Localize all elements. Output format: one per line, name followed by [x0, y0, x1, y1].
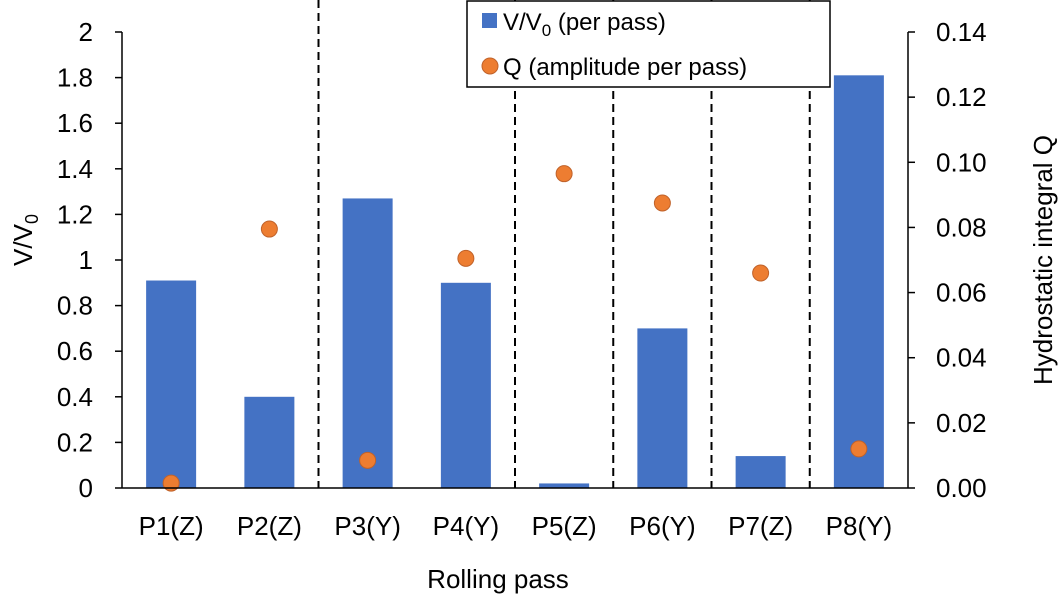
right-tick-label: 0.06	[936, 278, 987, 308]
bar	[735, 456, 786, 488]
right-tick-label: 0.08	[936, 212, 987, 242]
bar	[440, 282, 491, 488]
bar	[637, 328, 688, 488]
right-tick-label: 0.14	[936, 17, 987, 47]
left-tick-label: 0.4	[57, 382, 93, 412]
left-tick-label: 0.6	[57, 336, 93, 366]
x-axis-title: Rolling pass	[427, 564, 569, 594]
scatter-point	[555, 165, 573, 183]
left-tick-label: 0.8	[57, 291, 93, 321]
right-tick-label: 0.02	[936, 408, 987, 438]
x-axis: P1(Z) P2(Z) P3(Y) P4(Y) P5(Z) P6(Y) P7(Z) P8(Y)	[122, 487, 908, 541]
bar	[539, 483, 590, 488]
left-tick-label: 1.8	[57, 63, 93, 93]
left-tick-label: 1	[79, 245, 93, 275]
x-tick-label: P5(Z)	[532, 511, 597, 541]
x-tick-label: P7(Z)	[728, 511, 793, 541]
legend-scatter-label: Q (amplitude per pass)	[503, 54, 747, 81]
left-tick-label: 1.4	[57, 154, 93, 184]
right-tick-label: 0.10	[936, 147, 987, 177]
legend-bar-swatch	[482, 13, 497, 28]
left-tick-label: 0	[79, 473, 93, 503]
x-tick-label: P1(Z)	[139, 511, 204, 541]
scatter-point	[162, 474, 180, 492]
x-tick-label: P4(Y)	[433, 511, 499, 541]
bar	[146, 280, 197, 488]
scatter-point	[260, 220, 278, 238]
right-tick-label: 0.00	[936, 473, 987, 503]
x-tick-label: P6(Y)	[629, 511, 695, 541]
scatter-point	[359, 451, 377, 469]
scatter-point	[653, 194, 671, 212]
right-y-axis: 0.00 0.02 0.04 0.06 0.08 0.10 0.12 0.14	[907, 17, 987, 503]
left-tick-label: 1.6	[57, 108, 93, 138]
legend-bar-label: V/V0 (per pass)	[503, 9, 666, 40]
right-tick-label: 0.12	[936, 82, 987, 112]
plot-area	[146, 0, 884, 492]
left-y-axis: 0 0.2 0.4 0.6 0.8 1 1.2 1.4 1.6 1.8 2	[57, 17, 123, 503]
bar	[833, 75, 884, 488]
legend-box	[466, 0, 831, 88]
bar	[342, 198, 393, 488]
left-tick-label: 0.2	[57, 427, 93, 457]
scatter-point	[752, 264, 770, 282]
x-tick-label: P8(Y)	[826, 511, 892, 541]
left-tick-label: 2	[79, 17, 93, 47]
scatter-point	[850, 440, 868, 458]
left-tick-label: 1.2	[57, 199, 93, 229]
right-tick-label: 0.04	[936, 343, 987, 373]
x-tick-label: P3(Y)	[334, 511, 400, 541]
legend: V/V0 (per pass) Q (amplitude per pass)	[466, 0, 831, 88]
right-y-axis-title: Hydrostatic integral Q	[1028, 135, 1058, 385]
bar	[244, 396, 295, 488]
left-y-axis-title: V/V0	[8, 214, 42, 266]
x-tick-label: P2(Z)	[237, 511, 302, 541]
legend-scatter-swatch	[481, 57, 499, 75]
scatter-point	[457, 249, 475, 267]
